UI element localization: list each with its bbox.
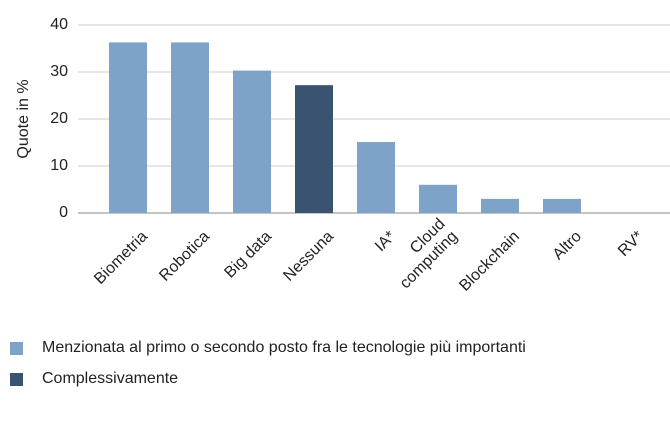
legend-swatch	[10, 373, 23, 386]
legend-item: Menzionata al primo o secondo posto fra …	[0, 338, 602, 358]
y-axis-label: Quote in %	[15, 79, 32, 158]
x-tick-label: Altro	[550, 228, 585, 263]
chart: Quote in % 0 10 20 30 40 Biometria Robotica Big…	[15, 16, 670, 295]
x-tick-label: Nessuna	[280, 228, 337, 285]
bar	[419, 184, 457, 213]
legend-item: Complessivamente	[0, 369, 602, 389]
x-tick-label: Robotica	[156, 228, 213, 285]
y-tick-label: 30	[50, 63, 68, 80]
y-tick-label: 0	[59, 204, 68, 221]
x-tick-label: IA*	[372, 228, 399, 255]
x-tick-label: RV*	[615, 228, 647, 260]
bar	[171, 42, 209, 213]
bar	[295, 85, 333, 213]
x-tick-label: Blockchain	[456, 228, 523, 295]
x-tick-label: Big data	[221, 228, 275, 282]
y-tick-label: 10	[50, 157, 68, 174]
bar	[109, 42, 147, 213]
bar	[481, 198, 519, 213]
legend-label: Menzionata al primo o secondo posto fra …	[42, 339, 526, 356]
legend-swatch	[10, 342, 23, 355]
y-tick-label: 40	[50, 16, 68, 33]
x-tick-label: Biometria	[91, 228, 151, 288]
bar	[543, 198, 581, 213]
x-tick-label: Cloudcomputing	[384, 216, 461, 293]
bar	[357, 142, 395, 213]
y-tick-label: 20	[50, 110, 68, 127]
legend: Menzionata al primo o secondo posto fra …	[0, 338, 670, 400]
bar	[233, 70, 271, 213]
legend-label: Complessivamente	[42, 370, 179, 387]
